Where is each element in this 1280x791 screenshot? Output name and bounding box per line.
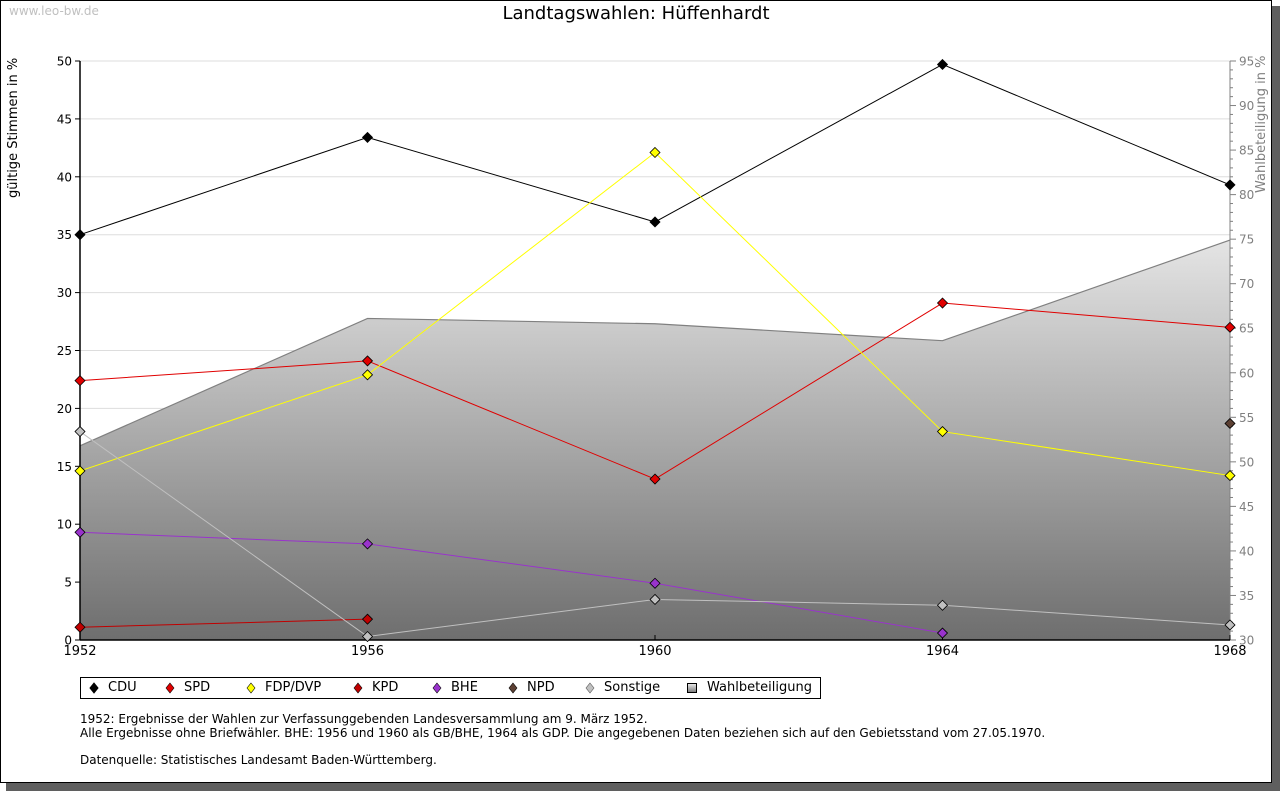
legend-marker-sonstige-icon	[585, 682, 595, 693]
legend-label: Wahlbeteiligung	[707, 680, 813, 695]
marker-bhe	[649, 577, 661, 589]
marker-npd	[1224, 417, 1236, 430]
legend-label: Sonstige	[604, 680, 661, 695]
marker-spd	[1224, 321, 1236, 333]
y-tick-label-left: 35	[57, 228, 72, 242]
y-tick-label-left: 5	[64, 576, 72, 590]
legend-item-bhe[interactable]: BHE	[432, 680, 478, 695]
series-markers	[74, 58, 1236, 643]
marker-spd	[649, 473, 661, 485]
legend-item-sonstige[interactable]: Sonstige	[585, 680, 660, 695]
marker-sonstige	[361, 630, 374, 643]
y-tick-label-right: 30	[1239, 634, 1254, 648]
footnotes: 1952: Ergebnisse der Wahlen zur Verfassu…	[80, 712, 1045, 767]
marker-sonstige	[1224, 619, 1236, 631]
marker-sonstige	[74, 425, 86, 438]
marker-spd	[936, 297, 949, 309]
legend-marker-kpd-icon	[353, 682, 363, 693]
footnote-1952: 1952: Ergebnisse der Wahlen zur Verfassu…	[80, 712, 648, 726]
marker-kpd	[74, 621, 86, 633]
y-tick-label-left: 50	[57, 55, 72, 69]
y-tick-label-left: 30	[57, 286, 72, 300]
legend-item-cdu[interactable]: CDU	[89, 680, 137, 695]
legend-marker-wahlbeteiligung-icon	[687, 682, 697, 693]
y-tick-label-left: 15	[57, 460, 72, 474]
legend-label: SPD	[184, 680, 211, 695]
line-bhe	[79, 531, 943, 634]
marker-spd	[74, 375, 86, 387]
legend-item-fdp[interactable]: FDP/DVP	[246, 680, 321, 695]
y-axis-label-left: gültige Stimmen in %	[6, 58, 21, 198]
legend-marker-bhe-icon	[432, 682, 442, 693]
y-tick-label-right: 65	[1239, 322, 1254, 336]
marker-fdp-dvp	[361, 369, 374, 381]
legend-label: BHE	[451, 680, 478, 695]
x-tick-label: 1968	[1213, 644, 1246, 659]
x-tick-label: 1952	[63, 644, 96, 659]
y-tick-label-left: 10	[57, 518, 72, 532]
legend-item-spd[interactable]: SPD	[165, 680, 210, 695]
y-tick-label-left: 45	[57, 112, 72, 126]
legend-label: KPD	[372, 680, 399, 695]
legend: CDU SPD FDP/DVP KPD BHE NPD Sonstige Wah…	[80, 677, 821, 699]
axes: 0 5 10 15 20 25 30 35 40 45 50 30 35 40 45 50 55 60 65 70 75…	[57, 55, 1255, 660]
x-tick-label: 1956	[351, 644, 384, 659]
marker-cdu	[1224, 179, 1236, 191]
marker-cdu	[649, 216, 661, 228]
footnote-general: Alle Ergebnisse ohne Briefwähler. BHE: 1…	[80, 726, 1046, 740]
marker-fdp-dvp	[649, 146, 661, 159]
marker-fdp-dvp	[74, 465, 86, 477]
y-tick-label-right: 60	[1239, 366, 1254, 380]
turnout-area-line	[79, 239, 1231, 447]
marker-kpd	[361, 613, 374, 625]
marker-fdp-dvp	[936, 425, 949, 438]
y-tick-label-right: 70	[1239, 277, 1254, 291]
x-tick-label: 1964	[926, 644, 959, 659]
y-tick-label-right: 35	[1239, 589, 1254, 603]
legend-item-wahlbeteiligung[interactable]: Wahlbeteiligung	[686, 680, 812, 695]
marker-sonstige	[936, 599, 949, 611]
legend-marker-fdp-icon	[246, 682, 256, 693]
footnote-source: Datenquelle: Statistisches Landesamt Bad…	[80, 753, 437, 767]
y-tick-label-left: 0	[64, 634, 72, 648]
marker-spd	[361, 355, 374, 367]
y-tick-label-right: 40	[1239, 544, 1254, 558]
marker-bhe	[361, 538, 374, 550]
marker-cdu	[936, 58, 949, 71]
marker-bhe	[936, 627, 949, 639]
chart-title: Landtagswahlen: Hüffenhardt	[502, 3, 770, 24]
y-tick-label-right: 50	[1239, 455, 1254, 469]
line-kpd	[79, 618, 368, 628]
y-tick-label-left: 20	[57, 402, 72, 416]
marker-cdu	[74, 229, 86, 241]
marker-cdu	[361, 131, 374, 143]
legend-marker-cdu-icon	[89, 681, 99, 694]
marker-sonstige	[649, 593, 661, 606]
watermark: www.leo-bw.de	[9, 4, 99, 18]
legend-marker-spd-icon	[165, 682, 175, 693]
legend-item-kpd[interactable]: KPD	[353, 680, 398, 695]
y-tick-label-right: 80	[1239, 188, 1254, 202]
legend-marker-npd-icon	[508, 682, 518, 693]
x-tick-label: 1960	[638, 644, 671, 659]
legend-label: CDU	[108, 680, 137, 695]
y-tick-label-right: 90	[1239, 99, 1254, 113]
y-tick-label-right: 55	[1239, 411, 1254, 425]
y-tick-label-right: 75	[1239, 233, 1254, 247]
marker-bhe	[74, 526, 86, 538]
legend-label: FDP/DVP	[265, 680, 322, 695]
frame-shadow-bottom	[6, 783, 1280, 791]
frame-shadow-right	[1272, 6, 1280, 791]
y-axis-label-right: Wahlbeteiligung in %	[1254, 56, 1269, 193]
y-tick-label-right: 45	[1239, 500, 1254, 514]
y-tick-label-left: 25	[57, 344, 72, 358]
legend-item-npd[interactable]: NPD	[508, 680, 555, 695]
y-tick-label-left: 40	[57, 170, 72, 184]
y-tick-label-right: 95	[1239, 55, 1254, 69]
legend-label: NPD	[527, 680, 555, 695]
y-tick-label-right: 85	[1239, 144, 1254, 158]
marker-fdp-dvp	[1224, 469, 1236, 482]
